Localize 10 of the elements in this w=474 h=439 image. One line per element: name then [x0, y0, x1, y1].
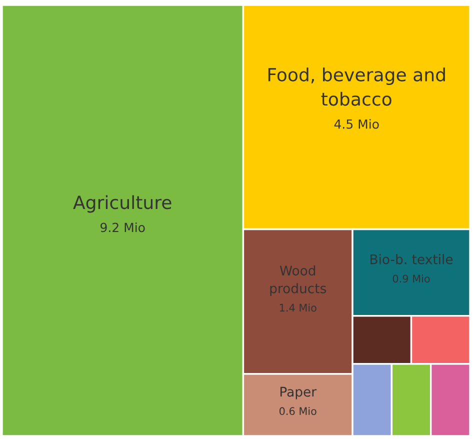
category-label: Agriculture — [73, 195, 172, 213]
category-label: Wood products — [270, 265, 326, 296]
category-label: Food, beverage and tobacco — [268, 68, 445, 106]
data-label: 1.4 Mio — [280, 304, 316, 312]
data-label: 4.5 Mio — [334, 119, 379, 129]
data-label: 0.6 Mio — [279, 406, 316, 416]
category-label: Paper — [280, 386, 317, 400]
category-label: Bio-b. textile — [370, 254, 453, 264]
data-label: 9.2 Mio — [100, 222, 145, 232]
data-label: 0.9 Mio — [392, 274, 430, 283]
